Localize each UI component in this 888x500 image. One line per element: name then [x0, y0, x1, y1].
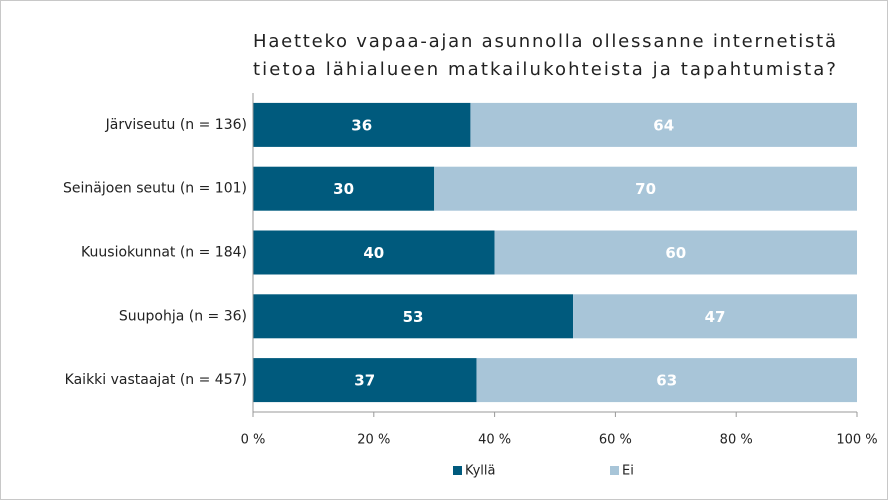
y-tick-label: Järviseutu (n = 136) [105, 117, 247, 133]
data-label: 37 [354, 372, 375, 390]
data-label: 40 [363, 244, 384, 262]
data-label: 30 [333, 180, 354, 198]
bar-segment [253, 294, 574, 339]
x-tick-label: 80 % [720, 433, 753, 448]
data-label: 47 [705, 308, 726, 326]
data-label: 70 [635, 180, 656, 198]
bar-segment [470, 102, 857, 147]
data-label: 36 [351, 116, 372, 134]
y-tick-label: Suupohja (n = 36) [119, 308, 247, 324]
y-tick-label: Kuusiokunnat (n = 184) [81, 245, 247, 261]
x-tick-label: 100 % [836, 433, 877, 448]
bar-segment [253, 358, 477, 403]
data-label: 53 [403, 308, 424, 326]
chart-title: Haetteko vapaa-ajan asunnolla ollessanne… [253, 31, 836, 52]
data-label: 63 [656, 372, 677, 390]
x-tick-label: 20 % [357, 433, 390, 448]
legend-swatch [610, 466, 619, 475]
x-tick-label: 0 % [241, 433, 266, 448]
y-tick-label: Seinäjoen seutu (n = 101) [63, 181, 247, 197]
y-tick-label: Kaikki vastaajat (n = 457) [65, 372, 247, 388]
bar-segment [434, 166, 857, 211]
data-label: 64 [653, 116, 674, 134]
bar-segment [494, 230, 857, 275]
legend-label: Ei [622, 464, 634, 479]
legend-swatch [453, 466, 462, 475]
x-tick-label: 60 % [599, 433, 632, 448]
bar-segment [253, 166, 435, 211]
chart-title: tietoa lähialueen matkailukohteista ja t… [253, 59, 836, 80]
data-label: 60 [665, 244, 686, 262]
bar-segment [253, 102, 471, 147]
bar-segment [476, 358, 857, 403]
legend-label: Kyllä [465, 464, 495, 479]
bar-segment [573, 294, 857, 339]
bar-segment [253, 230, 495, 275]
x-tick-label: 40 % [478, 433, 511, 448]
